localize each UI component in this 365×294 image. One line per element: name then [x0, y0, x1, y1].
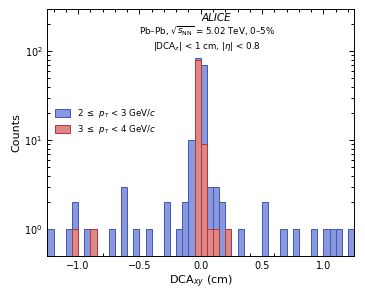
Bar [66, 229, 72, 294]
X-axis label: DCA$_{xy}$ (cm): DCA$_{xy}$ (cm) [169, 273, 233, 290]
Text: ALICE: ALICE [201, 13, 231, 23]
Y-axis label: Counts: Counts [11, 113, 22, 152]
Text: Pb–Pb, $\sqrt{s_{\mathrm{NN}}}$ = 5.02 TeV, 0–5%: Pb–Pb, $\sqrt{s_{\mathrm{NN}}}$ = 5.02 T… [139, 25, 275, 39]
Bar [207, 187, 213, 294]
Bar [238, 229, 244, 294]
Bar [109, 229, 115, 294]
Bar [133, 229, 139, 294]
Bar [280, 229, 287, 294]
Bar [219, 202, 225, 294]
Bar [207, 229, 213, 294]
Bar [176, 229, 182, 294]
Bar [201, 144, 207, 294]
Bar [336, 229, 342, 294]
Bar [164, 202, 170, 294]
Bar [188, 140, 195, 294]
Bar [72, 229, 78, 294]
Bar [225, 229, 231, 294]
Bar [311, 229, 317, 294]
Bar [91, 229, 96, 294]
Bar [182, 202, 188, 294]
Bar [330, 229, 336, 294]
Bar [262, 202, 268, 294]
Bar [121, 187, 127, 294]
Bar [84, 229, 91, 294]
Bar [47, 229, 54, 294]
Bar [213, 229, 219, 294]
Bar [225, 229, 231, 294]
Bar [195, 60, 201, 294]
Bar [348, 229, 354, 294]
Bar [195, 58, 201, 294]
Bar [201, 65, 207, 294]
Text: |DCA$_{z}$| < 1 cm, |$\eta$| < 0.8: |DCA$_{z}$| < 1 cm, |$\eta$| < 0.8 [153, 40, 261, 53]
Bar [146, 229, 152, 294]
Bar [91, 229, 96, 294]
Bar [72, 202, 78, 294]
Bar [323, 229, 330, 294]
Bar [293, 229, 299, 294]
Bar [213, 187, 219, 294]
Legend: 2 $\leq$ $p_{\mathrm{T}}$ < 3 GeV/$c$, 3 $\leq$ $p_{\mathrm{T}}$ < 4 GeV/$c$: 2 $\leq$ $p_{\mathrm{T}}$ < 3 GeV/$c$, 3… [55, 107, 157, 136]
